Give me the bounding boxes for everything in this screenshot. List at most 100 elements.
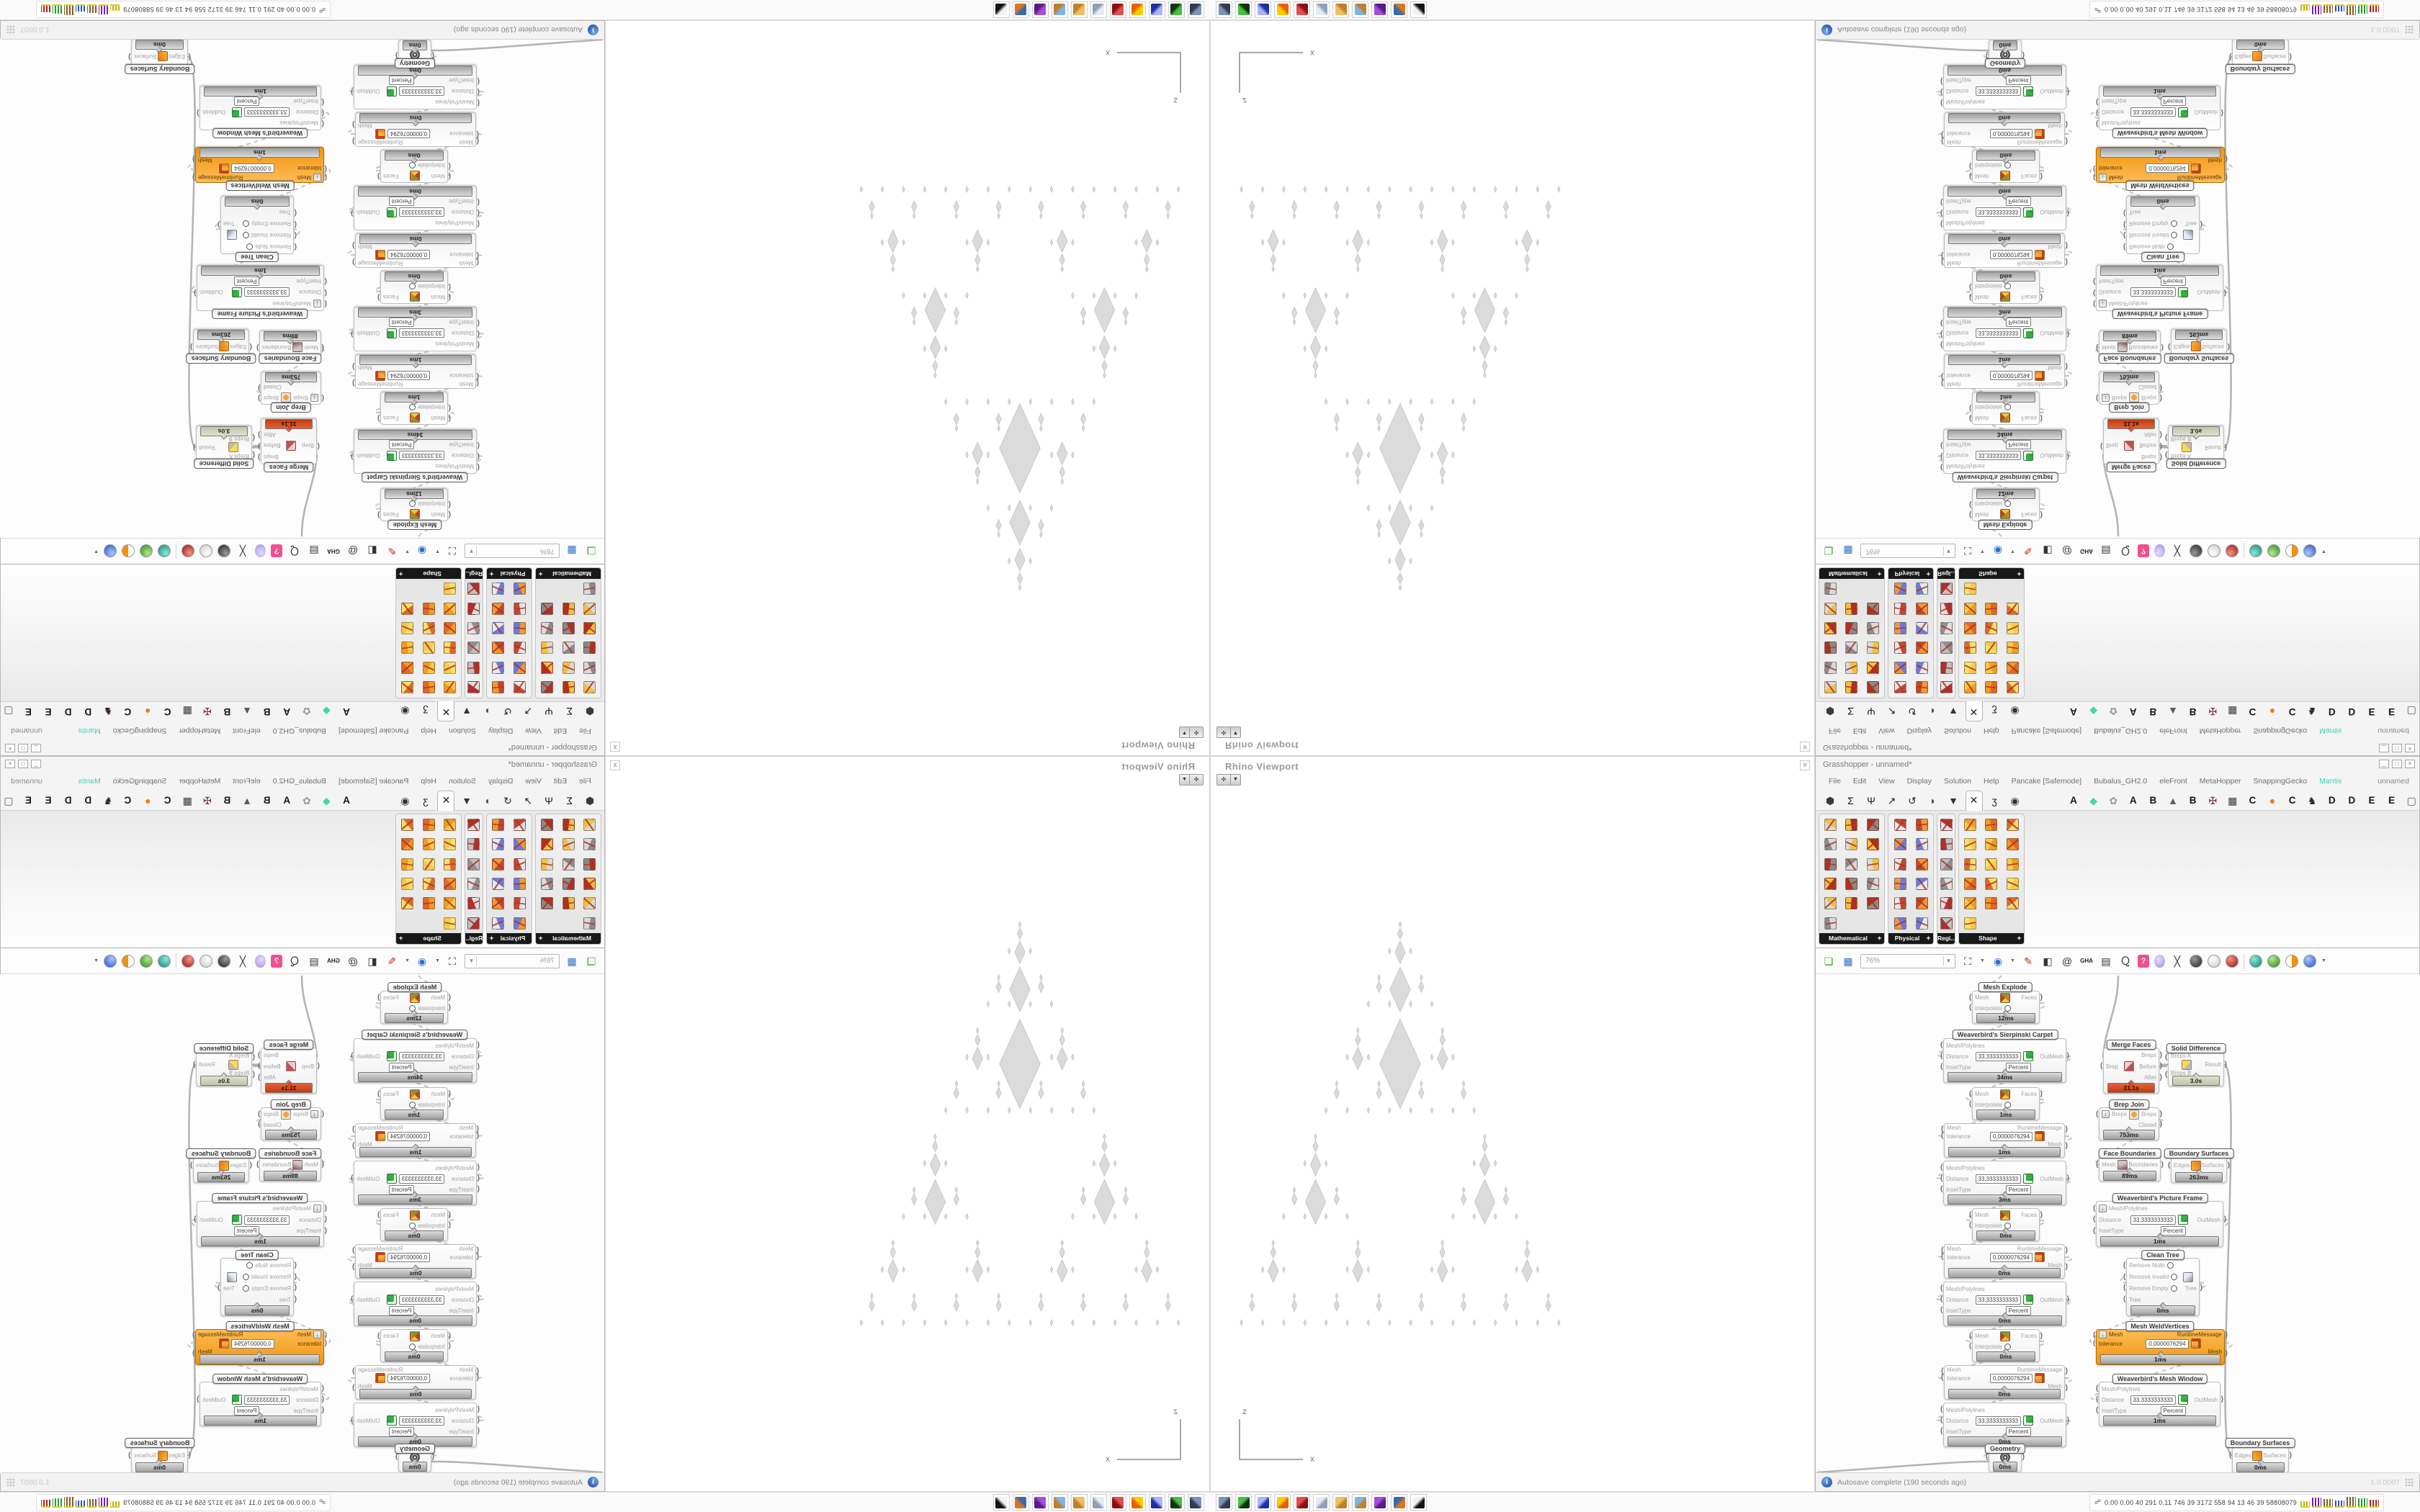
input-port[interactable]: (: [2093, 277, 2096, 286]
node-label[interactable]: Solid Difference: [2166, 1043, 2226, 1053]
input-port[interactable]: (: [476, 130, 479, 138]
component-icon[interactable]: [583, 661, 596, 674]
node-boundary-surfaces-2[interactable]: (Edges Surfaces) 0ms: [2229, 39, 2292, 66]
input-port[interactable]: (: [1969, 1210, 1972, 1219]
input-port[interactable]: (: [324, 289, 327, 297]
tab-plugin-helmet[interactable]: ✠: [202, 795, 212, 806]
input-port[interactable]: (: [1940, 341, 1943, 348]
component-icon[interactable]: [1824, 858, 1837, 870]
output-port[interactable]: ): [258, 1110, 261, 1118]
output-port[interactable]: ): [2289, 1451, 2292, 1459]
toggle-icon[interactable]: [2166, 1262, 2174, 1269]
component-icon[interactable]: [467, 819, 480, 832]
node-label[interactable]: Weaverbird's Mesh Window: [212, 1374, 308, 1384]
value-box[interactable]: 33,3333333333: [243, 107, 290, 117]
component-icon[interactable]: [1845, 661, 1858, 674]
tab-plugin-grid[interactable]: ▦: [182, 706, 192, 717]
section-expand-icon[interactable]: ✦: [538, 935, 544, 942]
node-solid-difference[interactable]: (Breps A Result)(Breps B 3.0s: [2165, 426, 2227, 461]
output-port[interactable]: ): [2159, 383, 2162, 392]
node-geometry-param[interactable]: () 0ms: [395, 1451, 434, 1472]
output-port[interactable]: ): [351, 209, 354, 217]
component-icon[interactable]: [492, 661, 505, 674]
display-teal-sphere-icon[interactable]: [2249, 544, 2262, 558]
input-port[interactable]: (: [1941, 1132, 1944, 1140]
menu-item-file[interactable]: File: [579, 777, 591, 786]
tab-plugin-b2[interactable]: B: [2189, 795, 2197, 806]
annotate-at-icon[interactable]: @: [347, 545, 359, 557]
input-port[interactable]: (: [477, 1284, 480, 1292]
chevron-down-icon[interactable]: ▼: [2321, 958, 2326, 963]
annotate-at-icon[interactable]: @: [2061, 545, 2073, 557]
tab-params[interactable]: ⬢: [585, 795, 595, 806]
input-port[interactable]: (: [477, 341, 480, 348]
component-icon[interactable]: [443, 680, 456, 693]
section-expand-icon[interactable]: ✦: [489, 570, 495, 577]
component-icon[interactable]: [467, 602, 480, 615]
component-icon[interactable]: [401, 680, 414, 693]
component-icon[interactable]: [401, 661, 414, 674]
tab-display[interactable]: ◉: [2010, 795, 2020, 806]
ribbon-section-label[interactable]: Shape ✦: [1959, 933, 2024, 944]
menu-item-mantis[interactable]: Mantis: [78, 726, 101, 735]
component-icon[interactable]: [2006, 680, 2019, 693]
taskbar-firefox-icon[interactable]: [1129, 1494, 1146, 1511]
ribbon-section-label[interactable]: Regi...✦: [465, 933, 483, 944]
input-port[interactable]: (: [477, 319, 480, 327]
input-port[interactable]: (: [2100, 1062, 2103, 1070]
tab-plugin-mountain[interactable]: ▲: [242, 795, 252, 806]
input-port[interactable]: (: [294, 1284, 297, 1292]
display-blue-sphere-icon[interactable]: [104, 954, 117, 968]
input-port[interactable]: (: [448, 172, 451, 181]
value-box[interactable]: 33,3333333333: [2130, 107, 2177, 117]
taskbar-palette-1-icon[interactable]: [1332, 1, 1349, 18]
output-port[interactable]: ): [377, 993, 380, 1002]
node-brep-join[interactable]: (↓ Breps Breps) Closed) 753ms: [2096, 372, 2162, 405]
output-port[interactable]: ): [197, 109, 200, 117]
taskbar-inkscape-icon[interactable]: [1410, 1, 1427, 18]
input-port[interactable]: (: [2093, 1331, 2096, 1339]
node-sierpinski-carpet-4[interactable]: (Mesh/Polylines(Distance 33,3333333333 Out…: [351, 65, 480, 109]
value-box[interactable]: 33,3333333333: [1975, 1295, 2022, 1305]
chevron-down-icon[interactable]: ▼: [94, 549, 99, 554]
component-icon[interactable]: [1985, 878, 1998, 891]
component-icon[interactable]: [1915, 661, 1928, 674]
input-port[interactable]: (: [321, 394, 324, 402]
component-icon[interactable]: [1940, 858, 1953, 870]
node-label[interactable]: Clean Tree: [2141, 252, 2184, 262]
output-port[interactable]: ): [2066, 330, 2069, 338]
node-label[interactable]: Brep Join: [271, 402, 311, 413]
component-icon[interactable]: [583, 582, 596, 595]
canvas-zoom-select[interactable]: 76% ▼: [465, 953, 560, 968]
component-icon[interactable]: [541, 661, 554, 674]
gha-publish-icon[interactable]: GHA: [327, 957, 340, 964]
save-icon[interactable]: ▦: [567, 955, 577, 967]
chevron-down-icon[interactable]: ▼: [405, 958, 410, 963]
value-box[interactable]: Percent: [2005, 76, 2032, 86]
tab-plugin-d2[interactable]: D: [2348, 795, 2356, 806]
component-icon[interactable]: [1845, 621, 1858, 634]
component-icon[interactable]: [2006, 858, 2019, 870]
node-weld-3[interactable]: (Mesh RuntimeMessage)(tolerance 0,00000762…: [1941, 1365, 2068, 1400]
output-port[interactable]: ): [2159, 1050, 2162, 1059]
tab-plugin-e1[interactable]: E: [2368, 706, 2375, 717]
menu-item-solution[interactable]: Solution: [449, 726, 476, 735]
menu-item-file[interactable]: File: [1829, 777, 1841, 786]
input-port[interactable]: (: [1940, 319, 1943, 327]
section-expand-icon[interactable]: ✦: [1876, 570, 1882, 577]
component-icon[interactable]: [1845, 680, 1858, 693]
output-port[interactable]: ): [258, 1062, 261, 1070]
input-port[interactable]: (: [448, 414, 451, 423]
input-port[interactable]: (: [1940, 1295, 1943, 1303]
section-expand-icon[interactable]: ✦: [1876, 935, 1882, 942]
component-icon[interactable]: [1940, 602, 1953, 615]
input-port[interactable]: (: [2123, 231, 2126, 240]
document-window-icon[interactable]: ▤: [2101, 955, 2111, 967]
component-icon[interactable]: [583, 858, 596, 870]
viewport-pin-icon[interactable]: ✣: [1193, 729, 1199, 736]
input-port[interactable]: (: [476, 1374, 479, 1382]
node-label[interactable]: Clean Tree: [2141, 1250, 2184, 1260]
tab-plugin-marquee[interactable]: ▢: [4, 706, 14, 717]
input-port[interactable]: (: [1940, 1041, 1943, 1049]
taskbar-floppy64-icon[interactable]: [1255, 1, 1271, 18]
